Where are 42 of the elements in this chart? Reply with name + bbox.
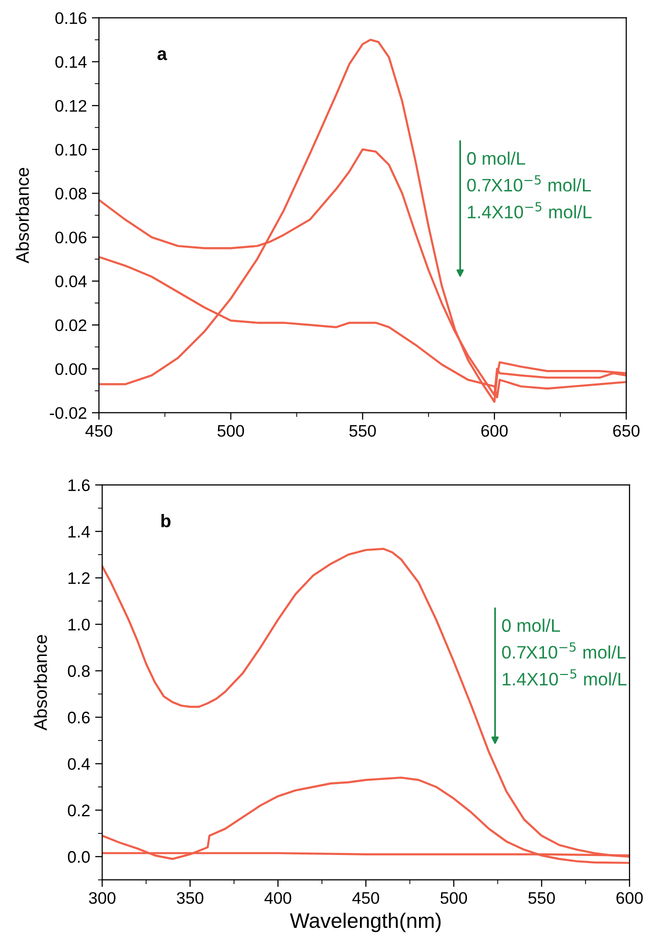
y-tick-label: 0.00: [55, 363, 86, 376]
x-tick-label: 550: [349, 424, 376, 437]
x-tick-label: 600: [481, 424, 508, 437]
y-tick-label: -0.02: [50, 407, 86, 419]
annotation: 1.4X10$^{−5}$ mol/L: [502, 669, 626, 686]
x-tick-label: 650: [613, 424, 640, 437]
x-tick-label: 400: [264, 892, 292, 904]
annotation: 0 mol/L: [502, 618, 560, 632]
y-tick-label: 0.10: [55, 144, 86, 156]
y-tick-label: 0.6: [68, 712, 90, 724]
x-tick-label: 500: [218, 424, 244, 437]
y-axis-title: Absorbance: [16, 168, 29, 264]
x-tick-label: 450: [352, 892, 380, 904]
y-tick-label: 0.14: [55, 56, 87, 68]
annotation: 0 mol/L: [467, 152, 526, 165]
annotation: b: [161, 514, 170, 528]
y-tick-label: 1.2: [68, 572, 90, 584]
y-tick-label: 1.6: [68, 479, 90, 492]
x-tick-label: 450: [85, 424, 112, 437]
x-tick-label: 350: [176, 892, 204, 904]
y-tick-label: 0.08: [55, 188, 86, 200]
y-tick-label: 0.02: [55, 319, 86, 332]
x-tick-label: 500: [440, 892, 467, 904]
y-tick-label: 0.06: [55, 232, 86, 244]
x-axis-title: Wavelength(nm): [290, 912, 441, 932]
y-tick-label: 0.8: [68, 665, 90, 677]
annotation: a: [157, 50, 168, 60]
y-tick-label: 0.2: [68, 804, 90, 816]
y-tick-label: 0.04: [55, 275, 87, 288]
y-tick-label: 0.0: [68, 851, 90, 863]
x-tick-label: 550: [528, 892, 555, 904]
y-axis-title: Absorbance: [34, 635, 47, 731]
y-tick-label: 1.4: [68, 526, 90, 538]
y-tick-label: 1.0: [68, 618, 90, 631]
annotation: 0.7X10$^{−5}$ mol/L: [467, 175, 591, 192]
annotation: 0.7X10$^{−5}$ mol/L: [502, 642, 626, 659]
y-tick-label: 0.4: [68, 758, 90, 770]
y-tick-label: 0.16: [55, 12, 86, 24]
x-tick-label: 300: [88, 892, 116, 904]
annotation: 1.4X10$^{−5}$ mol/L: [468, 202, 592, 218]
y-tick-label: 0.12: [55, 100, 86, 112]
x-tick-label: 600: [616, 892, 643, 904]
